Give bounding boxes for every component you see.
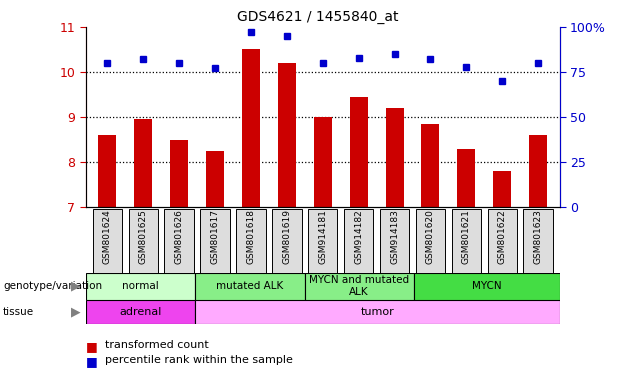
Text: genotype/variation: genotype/variation bbox=[3, 281, 102, 291]
Text: GSM801620: GSM801620 bbox=[426, 209, 435, 264]
Text: MYCN: MYCN bbox=[472, 281, 502, 291]
FancyBboxPatch shape bbox=[165, 209, 194, 273]
FancyBboxPatch shape bbox=[452, 209, 481, 273]
Bar bbox=[529, 135, 547, 207]
Text: GSM914183: GSM914183 bbox=[390, 209, 399, 264]
Text: GSM801617: GSM801617 bbox=[211, 209, 219, 264]
FancyBboxPatch shape bbox=[344, 209, 373, 273]
FancyBboxPatch shape bbox=[195, 273, 305, 300]
Text: ▶: ▶ bbox=[71, 280, 81, 293]
Bar bbox=[278, 63, 296, 207]
FancyBboxPatch shape bbox=[86, 273, 195, 300]
Text: tumor: tumor bbox=[361, 307, 394, 317]
Text: GSM801621: GSM801621 bbox=[462, 209, 471, 264]
Text: ■: ■ bbox=[86, 340, 97, 353]
FancyBboxPatch shape bbox=[308, 209, 338, 273]
FancyBboxPatch shape bbox=[93, 209, 122, 273]
FancyBboxPatch shape bbox=[416, 209, 445, 273]
FancyBboxPatch shape bbox=[195, 300, 560, 324]
FancyBboxPatch shape bbox=[200, 209, 230, 273]
Text: GSM801623: GSM801623 bbox=[534, 209, 543, 264]
Text: ▶: ▶ bbox=[71, 306, 81, 318]
Text: normal: normal bbox=[122, 281, 159, 291]
Text: adrenal: adrenal bbox=[120, 307, 162, 317]
Bar bbox=[350, 97, 368, 207]
Bar bbox=[314, 117, 332, 207]
Text: transformed count: transformed count bbox=[105, 340, 209, 350]
FancyBboxPatch shape bbox=[305, 273, 414, 300]
FancyBboxPatch shape bbox=[86, 300, 195, 324]
Text: ■: ■ bbox=[86, 355, 97, 368]
Text: tissue: tissue bbox=[3, 307, 34, 317]
Text: GSM914182: GSM914182 bbox=[354, 209, 363, 264]
Text: percentile rank within the sample: percentile rank within the sample bbox=[105, 355, 293, 365]
Bar bbox=[134, 119, 152, 207]
Bar bbox=[99, 135, 116, 207]
Bar bbox=[385, 108, 403, 207]
FancyBboxPatch shape bbox=[414, 273, 560, 300]
Bar bbox=[457, 149, 475, 207]
Bar bbox=[170, 140, 188, 207]
Bar bbox=[422, 124, 439, 207]
Text: GSM801625: GSM801625 bbox=[139, 209, 148, 264]
Text: GSM801624: GSM801624 bbox=[103, 209, 112, 264]
Text: GSM914181: GSM914181 bbox=[318, 209, 328, 264]
Bar bbox=[242, 50, 260, 207]
Text: mutated ALK: mutated ALK bbox=[216, 281, 284, 291]
Bar bbox=[494, 171, 511, 207]
FancyBboxPatch shape bbox=[236, 209, 266, 273]
Text: GSM801619: GSM801619 bbox=[282, 209, 291, 264]
Bar bbox=[206, 151, 224, 207]
FancyBboxPatch shape bbox=[128, 209, 158, 273]
Text: GSM801618: GSM801618 bbox=[247, 209, 256, 264]
Text: GSM801626: GSM801626 bbox=[175, 209, 184, 264]
FancyBboxPatch shape bbox=[380, 209, 410, 273]
Text: GDS4621 / 1455840_at: GDS4621 / 1455840_at bbox=[237, 10, 399, 23]
Text: GSM801622: GSM801622 bbox=[498, 209, 507, 264]
FancyBboxPatch shape bbox=[272, 209, 301, 273]
Text: MYCN and mutated
ALK: MYCN and mutated ALK bbox=[309, 275, 410, 297]
FancyBboxPatch shape bbox=[488, 209, 517, 273]
FancyBboxPatch shape bbox=[523, 209, 553, 273]
